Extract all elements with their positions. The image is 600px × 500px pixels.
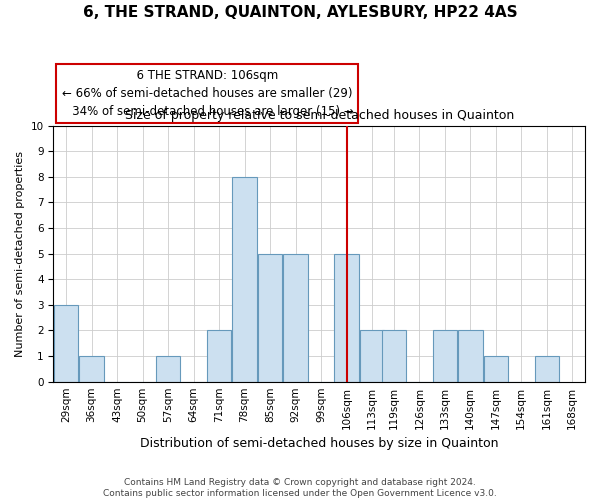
Bar bbox=[334, 254, 359, 382]
Text: 6, THE STRAND, QUAINTON, AYLESBURY, HP22 4AS: 6, THE STRAND, QUAINTON, AYLESBURY, HP22… bbox=[83, 5, 517, 20]
Bar bbox=[232, 177, 257, 382]
Bar bbox=[156, 356, 180, 382]
Bar bbox=[382, 330, 406, 382]
Text: 6 THE STRAND: 106sqm  
← 66% of semi-detached houses are smaller (29)
   34% of : 6 THE STRAND: 106sqm ← 66% of semi-detac… bbox=[61, 69, 353, 118]
Bar bbox=[207, 330, 231, 382]
Bar bbox=[54, 305, 79, 382]
Bar bbox=[458, 330, 482, 382]
Bar bbox=[433, 330, 457, 382]
Bar bbox=[484, 356, 508, 382]
Bar bbox=[360, 330, 384, 382]
Text: Contains HM Land Registry data © Crown copyright and database right 2024.
Contai: Contains HM Land Registry data © Crown c… bbox=[103, 478, 497, 498]
Bar bbox=[283, 254, 308, 382]
Bar bbox=[79, 356, 104, 382]
Bar bbox=[258, 254, 282, 382]
Y-axis label: Number of semi-detached properties: Number of semi-detached properties bbox=[15, 150, 25, 356]
X-axis label: Distribution of semi-detached houses by size in Quainton: Distribution of semi-detached houses by … bbox=[140, 437, 499, 450]
Title: Size of property relative to semi-detached houses in Quainton: Size of property relative to semi-detach… bbox=[125, 108, 514, 122]
Bar bbox=[535, 356, 559, 382]
